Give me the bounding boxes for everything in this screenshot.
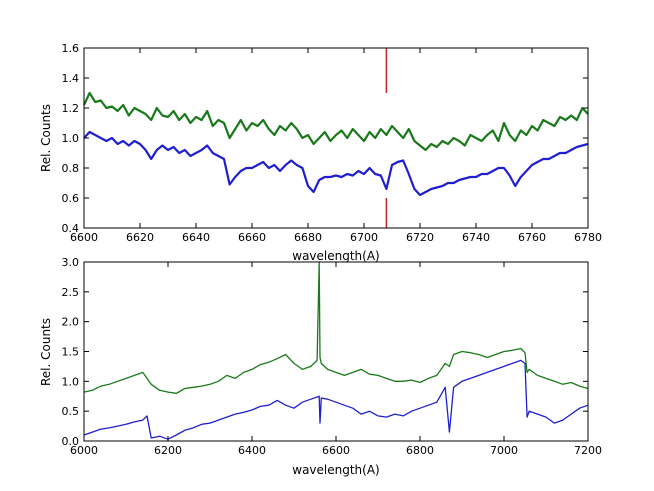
bottom-y-tick-label: 1.5 [62, 346, 80, 359]
top-x-tick-label: 6680 [294, 231, 322, 244]
top-x-tick-label: 6780 [574, 231, 602, 244]
top-x-tick-label: 6760 [518, 231, 546, 244]
top-x-tick-label: 6600 [70, 231, 98, 244]
bottom-x-ticks: 6000 6200 6400 6600 6800 7000 7200 [70, 262, 602, 457]
top-y-ticks: 0.4 0.6 0.8 1.0 1.2 1.4 1.6 [62, 42, 588, 235]
bottom-y-axis-label: Rel. Counts [39, 318, 53, 386]
top-series-blue-line [83, 130, 589, 197]
top-y-tick-label: 0.6 [62, 192, 80, 205]
top-y-axis-label: Rel. Counts [39, 104, 53, 172]
top-x-tick-label: 6740 [462, 231, 490, 244]
bottom-x-axis-label: wavelength(A) [292, 463, 379, 477]
bottom-x-tick-label: 6800 [406, 444, 434, 457]
bottom-x-tick-label: 6400 [238, 444, 266, 457]
bottom-axes-frame [83, 261, 589, 442]
top-series-green-line [83, 91, 589, 152]
top-x-axis-label: wavelength(A) [292, 249, 379, 263]
top-x-tick-label: 6720 [406, 231, 434, 244]
top-y-tick-label: 1.0 [62, 132, 80, 145]
top-panel: 6600 6620 6640 6660 6680 6700 6720 6740 6760 6780… [39, 42, 602, 263]
bottom-y-tick-label: 0.0 [62, 435, 80, 448]
bottom-x-tick-label: 6600 [322, 444, 350, 457]
bottom-x-tick-label: 7200 [574, 444, 602, 457]
top-x-tick-label: 6660 [238, 231, 266, 244]
bottom-series-group [83, 261, 589, 440]
top-y-tick-label: 1.6 [62, 42, 80, 55]
bottom-x-tick-label: 6200 [154, 444, 182, 457]
bottom-y-tick-label: 0.5 [62, 405, 80, 418]
bottom-x-tick-label: 6000 [70, 444, 98, 457]
bottom-y-tick-label: 2.0 [62, 316, 80, 329]
top-y-tick-label: 1.2 [62, 102, 80, 115]
top-y-tick-label: 0.8 [62, 162, 80, 175]
top-x-tick-label: 6620 [126, 231, 154, 244]
bottom-y-tick-label: 2.5 [62, 286, 80, 299]
bottom-series-green-line [83, 261, 589, 394]
bottom-x-tick-label: 7000 [490, 444, 518, 457]
top-x-tick-label: 6640 [182, 231, 210, 244]
top-x-tick-label: 6700 [350, 231, 378, 244]
top-series-group [83, 91, 589, 197]
top-y-tick-label: 0.4 [62, 222, 80, 235]
top-x-ticks: 6600 6620 6640 6660 6680 6700 6720 6740 6760 6780 [70, 48, 602, 244]
bottom-panel: 6000 6200 6400 6600 6800 7000 7200 0.0 0.5 1.0 1.… [39, 256, 602, 477]
bottom-y-tick-label: 1.0 [62, 375, 80, 388]
bottom-y-ticks: 0.0 0.5 1.0 1.5 2.0 2.5 3.0 [62, 256, 588, 448]
bottom-y-tick-label: 3.0 [62, 256, 80, 269]
top-y-tick-label: 1.4 [62, 72, 80, 85]
